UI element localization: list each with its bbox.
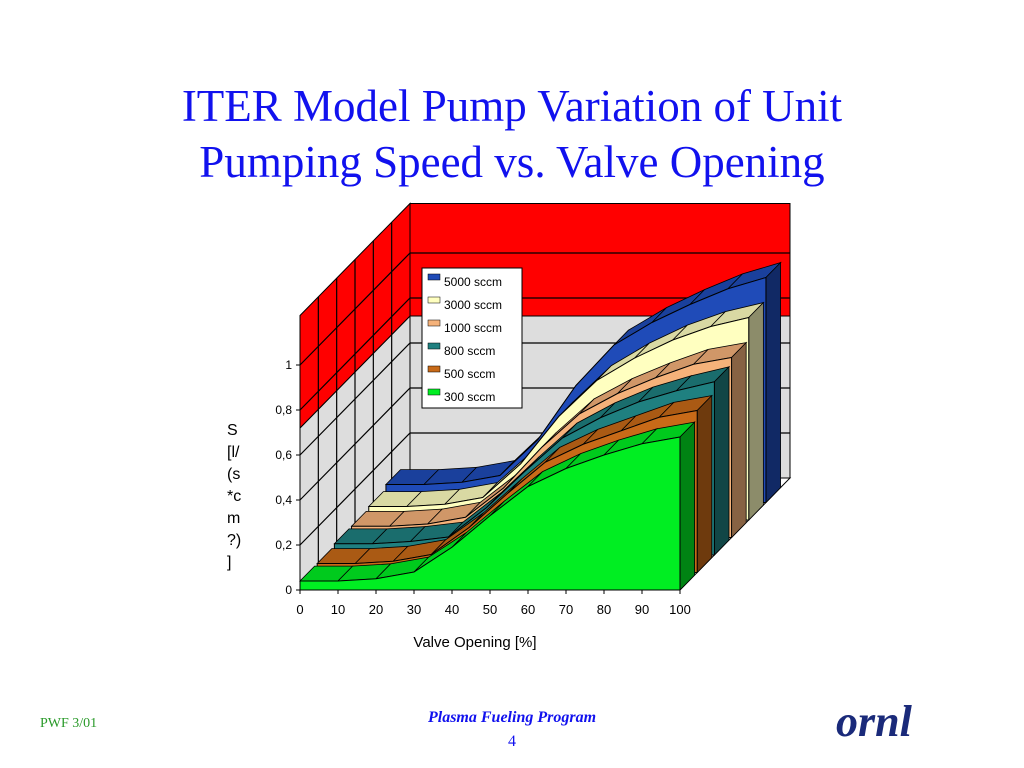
svg-text:ornl: ornl [836, 700, 913, 744]
legend-swatch [427, 273, 441, 281]
y-tick-label: 0,8 [275, 403, 292, 417]
legend-label: 5000 sccm [444, 275, 502, 289]
x-tick-label: 90 [635, 602, 649, 617]
y-axis-label-line: ?) [227, 532, 241, 549]
y-axis-label-line: *c [227, 488, 241, 505]
legend-swatch [427, 319, 441, 327]
x-tick-label: 10 [331, 602, 345, 617]
x-tick-label: 50 [483, 602, 497, 617]
y-axis-label-line: [l/ [227, 444, 240, 461]
legend-swatch [427, 296, 441, 304]
series-end-cap [731, 341, 747, 539]
ornl-logo: ornl [836, 700, 913, 744]
x-tick-label: 20 [369, 602, 383, 617]
x-tick-label: 80 [597, 602, 611, 617]
series-front-face [299, 436, 681, 591]
y-axis-label-line: S [227, 422, 238, 439]
footer-date: PWF 3/01 [40, 716, 98, 731]
x-tick-label: 0 [296, 602, 303, 617]
x-tick-label: 70 [559, 602, 573, 617]
y-tick-label: 0 [285, 583, 292, 597]
series-end-cap [696, 394, 713, 574]
series-end-cap [713, 365, 730, 556]
page-number: 4 [508, 733, 516, 750]
y-axis-label-line: (s [227, 466, 240, 483]
series-end-cap [765, 261, 781, 504]
legend-box [421, 267, 523, 409]
title-line-2: Pumping Speed vs. Valve Opening [199, 137, 825, 187]
y-tick-label: 0,6 [275, 448, 292, 462]
legend-label: 1000 sccm [444, 321, 502, 335]
series-end-cap [679, 421, 696, 591]
series-300-sccm [299, 421, 696, 591]
series-end-cap [748, 301, 764, 521]
chart-axes: 00,20,40,60,810 10 20 30 40 50 60 70 80 90 100Valv… [227, 353, 691, 651]
x-tick-label: 100 [669, 602, 691, 617]
legend-swatch [427, 388, 441, 396]
footer-program: Plasma Fueling Program [427, 709, 597, 726]
title-line-1: ITER Model Pump Variation of Unit [181, 81, 843, 131]
legend-label: 500 sccm [444, 367, 495, 381]
slide-title: ITER Model Pump Variation of Unit Pumpin… [0, 78, 1024, 190]
y-axis-label-line: ] [227, 554, 231, 571]
y-tick-label: 0,2 [275, 538, 292, 552]
chart-legend[interactable]: 5000 sccm 3000 sccm 1000 sccm 800 sccm 500 s… [421, 267, 523, 409]
legend-swatch [427, 342, 441, 350]
x-tick-label: 30 [407, 602, 421, 617]
y-tick-label: 1 [285, 358, 292, 372]
x-tick-label: 40 [445, 602, 459, 617]
y-tick-label: 0,4 [275, 493, 292, 507]
chart-series-layer [299, 261, 782, 591]
x-axis-label: Valve Opening [%] [413, 634, 536, 651]
legend-swatch [427, 365, 441, 373]
legend-label: 800 sccm [444, 344, 495, 358]
legend-label: 3000 sccm [444, 298, 502, 312]
x-tick-label: 60 [521, 602, 535, 617]
y-axis-label-line: m [227, 510, 240, 527]
legend-label: 300 sccm [444, 390, 495, 404]
